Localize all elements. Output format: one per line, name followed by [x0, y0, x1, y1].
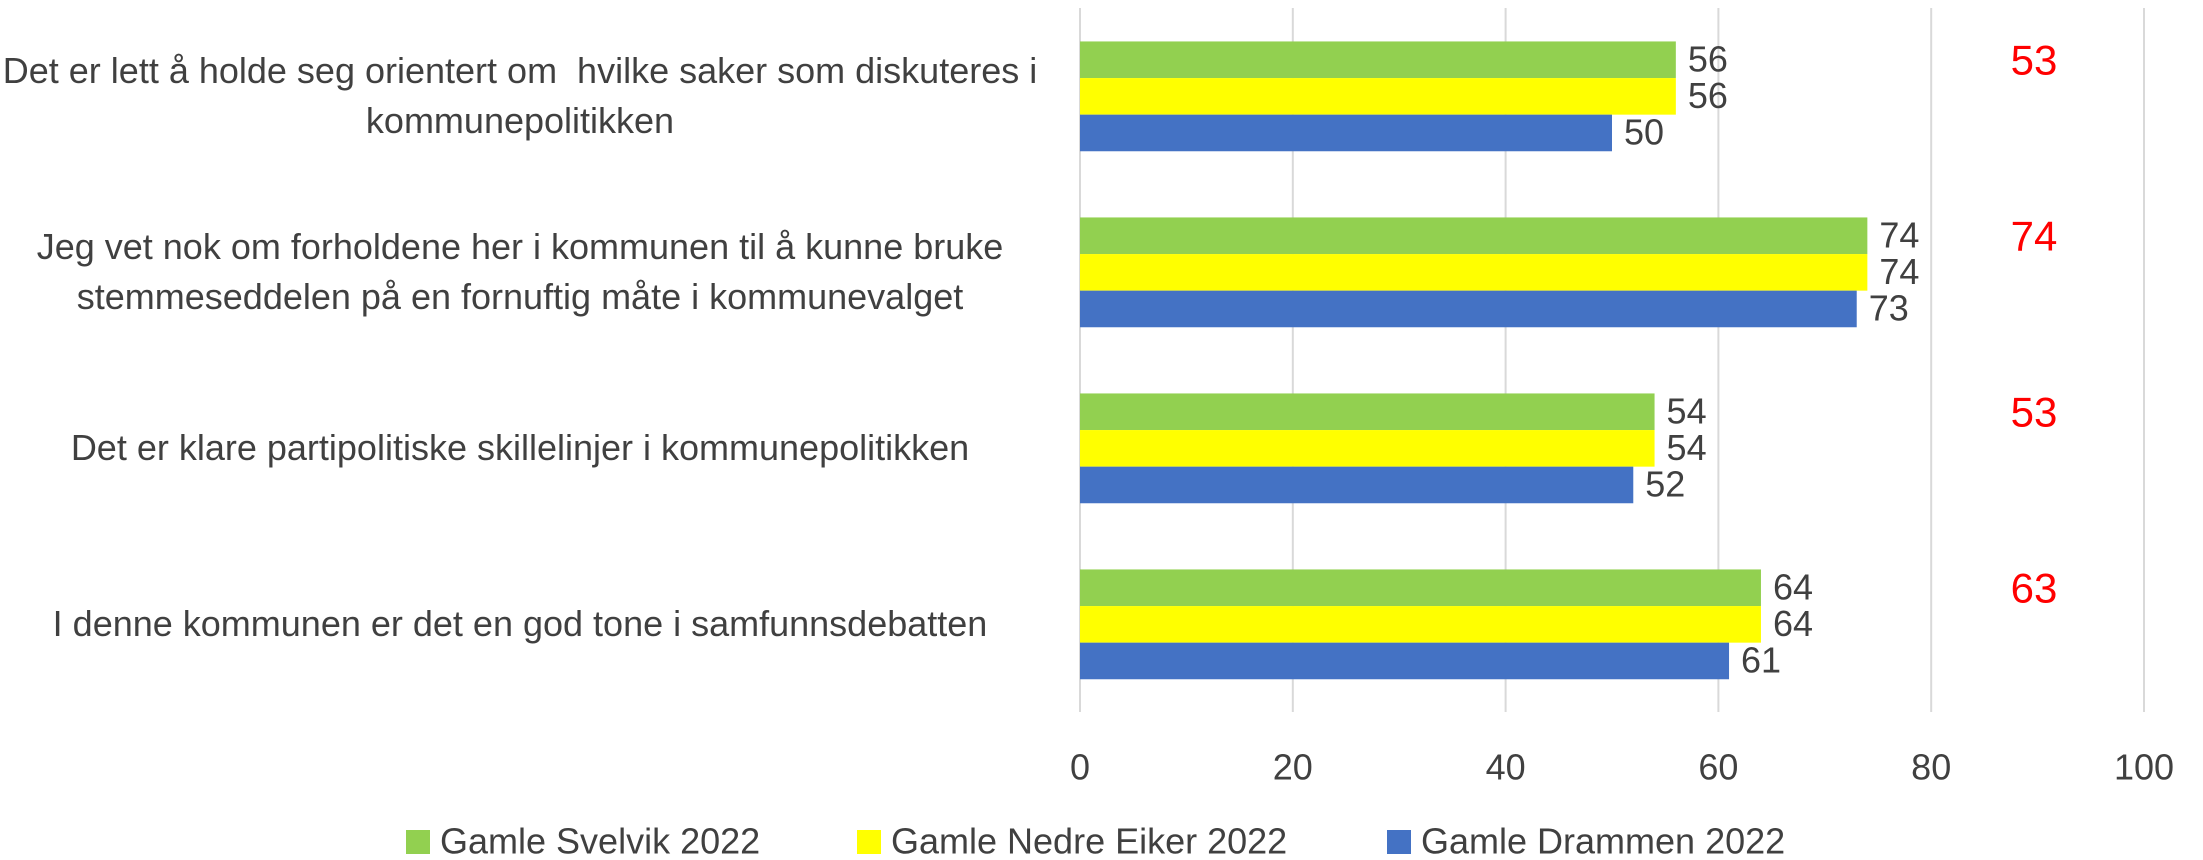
- bar: [1080, 78, 1676, 115]
- annotation: 53: [2011, 36, 2058, 83]
- value-label: 56: [1688, 38, 1728, 79]
- bar: [1080, 466, 1634, 504]
- bar: [1080, 642, 1730, 680]
- annotation: 74: [2011, 212, 2058, 259]
- value-label: 50: [1624, 111, 1664, 152]
- bar: [1080, 254, 1868, 291]
- x-tick-label: 100: [2114, 747, 2174, 788]
- bar: [1080, 114, 1612, 152]
- value-label: 64: [1773, 566, 1813, 607]
- x-tick-label: 80: [1911, 747, 1951, 788]
- value-label: 74: [1879, 251, 1919, 292]
- value-label: 74: [1879, 214, 1919, 255]
- bar: [1080, 569, 1761, 607]
- bar: [1080, 430, 1655, 467]
- legend-label: Gamle Svelvik 2022: [440, 821, 760, 860]
- value-label: 56: [1688, 75, 1728, 116]
- value-label: 54: [1667, 427, 1707, 468]
- x-tick-label: 40: [1486, 747, 1526, 788]
- x-tick-label: 60: [1698, 747, 1738, 788]
- bar: [1080, 606, 1761, 643]
- category-label: Jeg vet nok om forholdene her i kommunen…: [36, 225, 1014, 317]
- legend-swatch: [1387, 830, 1411, 854]
- x-tick-label: 20: [1273, 747, 1313, 788]
- legend-swatch: [857, 830, 881, 854]
- value-label: 64: [1773, 603, 1813, 644]
- value-label: 61: [1741, 639, 1781, 680]
- legend-label: Gamle Nedre Eiker 2022: [891, 821, 1287, 860]
- bar: [1080, 41, 1676, 79]
- value-label: 52: [1645, 463, 1685, 504]
- bar: [1080, 217, 1868, 255]
- annotation: 63: [2011, 564, 2058, 611]
- legend-label: Gamle Drammen 2022: [1421, 821, 1785, 860]
- legend-swatch: [406, 830, 430, 854]
- x-tick-label: 0: [1070, 747, 1090, 788]
- value-label: 73: [1869, 287, 1909, 328]
- category-label: Det er lett å holde seg orientert om hvi…: [2, 49, 1048, 141]
- bar: [1080, 393, 1655, 431]
- bar: [1080, 290, 1857, 328]
- annotation: 53: [2011, 388, 2058, 435]
- category-label: I denne kommunen er det en god tone i sa…: [52, 602, 988, 644]
- value-label: 54: [1667, 390, 1707, 431]
- category-label: Det er klare partipolitiske skillelinjer…: [70, 426, 970, 468]
